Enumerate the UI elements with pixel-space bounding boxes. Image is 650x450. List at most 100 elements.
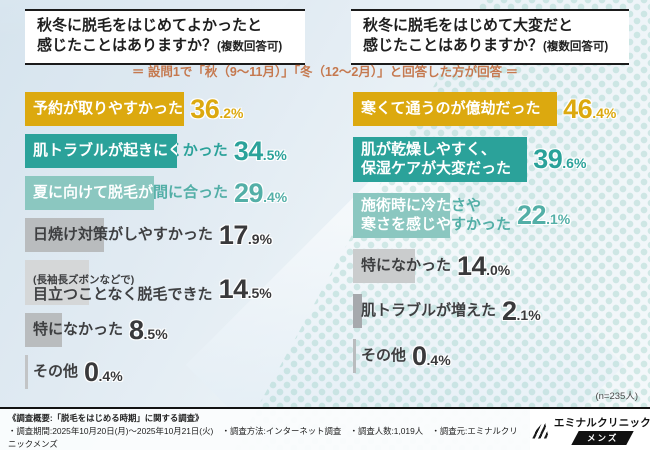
bar-value: 8.5%: [129, 315, 168, 346]
bar-label: 予約が取りやすかった 予約が取りやすかった: [33, 100, 184, 119]
bar-value-integer: 29: [234, 177, 264, 208]
bar-value-integer: 0: [84, 356, 99, 387]
bar-row-content: 寒くて通うのが億劫だった 寒くて通うのが億劫だった 46.4%: [353, 92, 647, 126]
bar-value-fraction: .5%: [247, 285, 272, 301]
bar-row: 特になかった 8.5%: [25, 313, 341, 347]
bar-label: 保湿ケアが大変だった 保湿ケアが大変だった: [361, 160, 527, 179]
bar-label-inside: 予約が取りやすかった: [33, 100, 184, 119]
bar-value-fraction: .5%: [143, 325, 168, 342]
bar-value-integer: 34: [233, 135, 264, 166]
bar-label-group: (長袖長ズボンなどで) 目立つことなく脱毛できた: [33, 274, 213, 305]
bar-label-text: 特になかった: [361, 256, 452, 274]
right-question-line2: 感じたことはありますか？(複数回答可): [363, 37, 609, 55]
bar: [25, 355, 28, 389]
left-question-line1: 秋冬に脱毛をはじめてよかったと: [37, 17, 263, 34]
bar-label: 特になかった: [33, 321, 123, 340]
bar-row: 夏に向けて脱毛が間に合った夏に向けて脱毛が間に合った 29.4%: [25, 176, 341, 210]
bar-label-group: 夏に向けて脱毛が間に合った夏に向けて脱毛が間に合った: [33, 184, 228, 203]
bar-value-fraction: .2%: [219, 104, 244, 121]
survey-overview: 《調査概要:「脱毛をはじめる時期」に関する調査》: [8, 413, 204, 423]
bar-row-content: その他 0.4%: [25, 355, 341, 389]
bar-value-fraction: .0%: [486, 261, 511, 278]
bar-row-content: 日焼け対策がしやすかった 17.9%: [25, 218, 341, 252]
bar-value-integer: 22: [517, 200, 547, 230]
bar-label-text: その他: [33, 362, 79, 380]
bar-label-group: その他: [33, 363, 78, 382]
bar-label-inside-text: 肌トラブルが起きにくかった: [33, 141, 177, 159]
bar-label: 特になかった: [361, 257, 451, 276]
bar-label-group: 日焼け対策がしやすかった: [33, 226, 213, 245]
bar-row: (長袖長ズボンなどで) 目立つことなく脱毛できた 14.5%: [25, 260, 341, 305]
bar-value: 34.5%: [234, 136, 287, 167]
bar-label: 寒さを感じやすかった寒さを感じやすかった: [361, 216, 511, 235]
bar-value-fraction: .4%: [263, 188, 288, 205]
clinic-logo: エミナルクリニック メンズ: [528, 409, 650, 450]
left-question-line2: 感じたことはありますか？(複数回答可): [37, 37, 283, 55]
bar-value-integer: 36: [190, 93, 220, 124]
bar: [353, 92, 558, 126]
bar-row-content: 特になかった 14.0%: [353, 249, 647, 283]
bar-label: 肌トラブルが増えた: [361, 302, 496, 321]
bar-value: 36.2%: [190, 94, 243, 125]
right-bar-chart: 寒くて通うのが億劫だった 寒くて通うのが億劫だった 46.4% 肌が乾燥しやすく、 肌が…: [353, 92, 647, 384]
bar-value: 17.9%: [219, 220, 272, 251]
bar-label: 寒くて通うのが億劫だった 寒くて通うのが億劫だった: [361, 100, 557, 119]
bar-value: 14.0%: [457, 251, 510, 282]
bar-label-inside: 肌トラブルが起きにくかった: [33, 142, 177, 161]
bar-label-inside: 肌が乾燥しやすく、: [361, 141, 527, 160]
right-question-line1: 秋冬に脱毛をはじめて大変だと: [363, 17, 574, 34]
bar-row-content: (長袖長ズボンなどで) 目立つことなく脱毛できた 14.5%: [25, 260, 341, 307]
bar-row: 肌が乾燥しやすく、 肌が乾燥しやすく、 保湿ケアが大変だった 保湿ケアが大変だった 39…: [353, 137, 647, 182]
bar-value: 0.4%: [84, 357, 123, 388]
bar-value-fraction: .4%: [98, 367, 123, 384]
bar-label-text: 寒くて通うのが億劫だった: [361, 99, 541, 117]
bar-value-fraction: .5%: [262, 146, 287, 163]
bar-value-integer: 14: [218, 274, 249, 304]
bar-label-group: その他: [361, 347, 406, 366]
left-bar-chart: 予約が取りやすかった 予約が取りやすかった 36.2% 肌トラブルが起きにくかった 肌ト…: [25, 92, 341, 397]
bar-label-group: 施術時に冷たさや施術時に冷たさや寒さを感じやすかった寒さを感じやすかった: [361, 197, 511, 235]
bar-row-content: 肌トラブルが起きにくかった肌トラブルが起きにくかった 34.5%: [25, 134, 341, 168]
bar-label-inside-text: 肌が乾燥しやすく、: [361, 140, 496, 158]
bar-value-integer: 46: [563, 93, 593, 124]
bar-label-text: 肌トラブルが増えた: [361, 301, 497, 319]
bar-label: 目立つことなく脱毛できた: [33, 286, 213, 305]
bar-row: その他 0.4%: [25, 355, 341, 389]
bar-label-text: 日焼け対策がしやすかった: [33, 225, 213, 243]
bar-value: 39.6%: [533, 144, 586, 175]
bar-row: 肌トラブルが起きにくかった肌トラブルが起きにくかった 34.5%: [25, 134, 341, 168]
bar-label-inside-text: 夏に向けて脱毛が間に合った: [33, 183, 154, 201]
bar-label-group: 特になかった: [33, 321, 123, 340]
bar-label-text: 特になかった: [33, 320, 124, 338]
mens-badge: メンズ: [571, 430, 634, 445]
bar-label-inside-text: 寒さを感じやすかった: [361, 215, 451, 233]
bar-row-content: 予約が取りやすかった 予約が取りやすかった 36.2%: [25, 92, 341, 126]
bar-row-content: 特になかった 8.5%: [25, 313, 341, 347]
survey-period-method: ・調査期間:2025年10月20日(月)～2025年10月21日(火) ・調査方…: [8, 426, 518, 450]
bar-label-inside-text: 寒くて通うのが億劫だった: [361, 99, 541, 117]
survey-details: 《調査概要:「脱毛をはじめる時期」に関する調査》 ・調査期間:2025年10月2…: [0, 409, 530, 450]
bar-label: 施術時に冷たさや施術時に冷たさや: [361, 197, 511, 216]
clinic-logo-icon: [528, 420, 549, 439]
bar-value-fraction: .4%: [426, 351, 451, 368]
respondent-filter-caption: ＝ 設問1で「秋（9～11月）」「冬（12～2月）」と回答した方が回答 ＝: [131, 65, 519, 79]
bar-label-group: 寒くて通うのが億劫だった 寒くて通うのが億劫だった: [361, 100, 557, 119]
sample-size-note: (n=235人): [595, 391, 638, 402]
bar-row-content: 肌が乾燥しやすく、 肌が乾燥しやすく、 保湿ケアが大変だった 保湿ケアが大変だった 39…: [353, 137, 647, 182]
bar-row: 肌トラブルが増えた 2.1%: [353, 294, 647, 328]
bar: [25, 313, 63, 347]
bar-value: 29.4%: [234, 178, 287, 209]
bar-label-group: 肌トラブルが起きにくかった肌トラブルが起きにくかった: [33, 142, 228, 161]
clinic-brand-name: エミナルクリニック: [553, 416, 650, 429]
bar-value-integer: 0: [412, 340, 427, 371]
bar-label-inside: 寒さを感じやすかった: [361, 216, 450, 235]
bar-value-integer: 2: [502, 295, 517, 326]
bar-value: 0.4%: [412, 341, 451, 372]
survey-footer: 《調査概要:「脱毛をはじめる時期」に関する調査》 ・調査期間:2025年10月2…: [0, 407, 650, 450]
left-question-title: 秋冬に脱毛をはじめてよかったと 感じたことはありますか？(複数回答可): [25, 9, 305, 65]
bar-label-text: 目立つことなく脱毛できた: [33, 286, 213, 304]
bar-label-group: 肌トラブルが増えた: [361, 302, 496, 321]
bar-value: 14.5%: [219, 274, 272, 305]
